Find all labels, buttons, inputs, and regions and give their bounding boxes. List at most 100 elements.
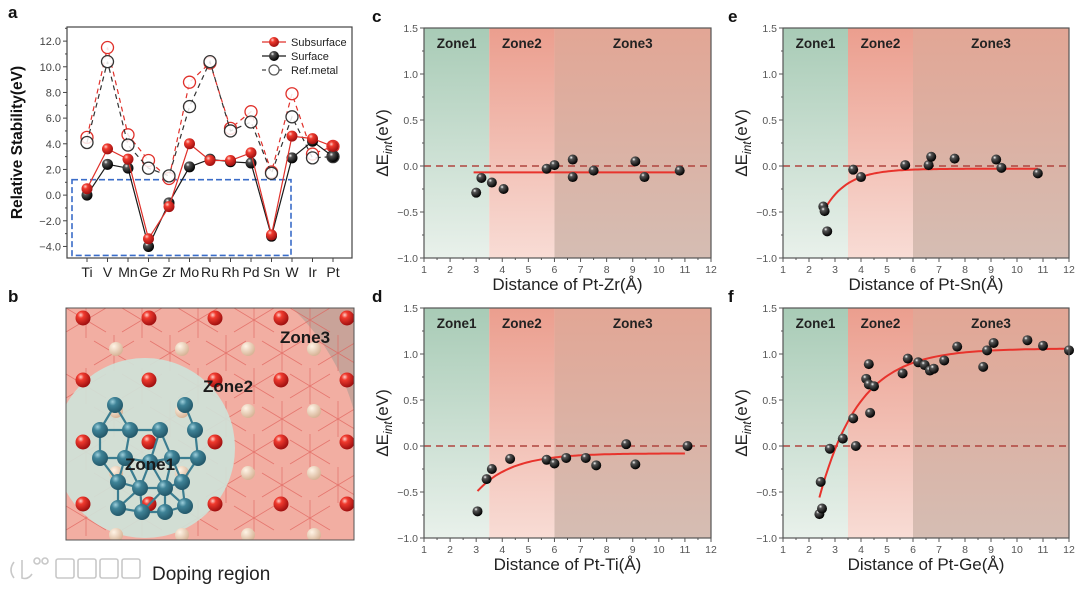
data-point bbox=[266, 229, 277, 241]
x-tick-label: Ir bbox=[308, 264, 317, 280]
x-tick-label: 12 bbox=[705, 264, 717, 276]
data-point bbox=[848, 164, 859, 175]
pt-atom bbox=[190, 450, 206, 466]
watermark-mark bbox=[33, 557, 41, 565]
data-point bbox=[549, 458, 560, 469]
data-point bbox=[541, 163, 552, 174]
x-tick-label: 1 bbox=[421, 264, 427, 276]
y-label-subscript: int bbox=[740, 421, 754, 434]
x-tick-label: Ge bbox=[139, 264, 158, 280]
legend-marker bbox=[269, 51, 279, 61]
x-tick-label: 9 bbox=[988, 264, 994, 276]
x-tick-label: 8 bbox=[604, 264, 610, 276]
oxygen-atom bbox=[207, 496, 223, 512]
pt-atom bbox=[164, 450, 180, 466]
x-tick-label: Mn bbox=[118, 264, 137, 280]
data-point bbox=[481, 474, 492, 485]
legend-marker bbox=[269, 37, 279, 47]
data-point bbox=[541, 454, 552, 465]
x-tick-label: 8 bbox=[962, 544, 968, 556]
x-tick-label: 10 bbox=[653, 264, 665, 276]
y-tick-label: −1.0 bbox=[756, 253, 777, 265]
data-point bbox=[264, 166, 279, 180]
data-point bbox=[225, 154, 236, 166]
oxygen-atom bbox=[273, 372, 289, 388]
x-tick-label: 7 bbox=[578, 264, 584, 276]
metal-atom bbox=[175, 342, 189, 356]
metal-atom bbox=[241, 404, 255, 418]
data-point bbox=[856, 172, 866, 183]
pt-atom bbox=[177, 397, 193, 413]
y-tick-label: 2.0 bbox=[46, 164, 61, 176]
data-point bbox=[472, 506, 483, 517]
data-point bbox=[476, 172, 487, 183]
legend: Subsurface Surface Ref.metal bbox=[262, 37, 347, 77]
y-tick-label: 1.0 bbox=[762, 69, 777, 81]
y-label-main: ΔE bbox=[373, 154, 392, 177]
data-point bbox=[639, 172, 650, 183]
x-tick-label: 5 bbox=[525, 544, 531, 556]
data-point bbox=[869, 381, 879, 392]
y-label-unit: (eV) bbox=[732, 109, 751, 141]
x-tick-label: 9 bbox=[630, 264, 636, 276]
data-point bbox=[822, 226, 833, 237]
pt-atom bbox=[174, 474, 190, 490]
pt-atom bbox=[132, 480, 148, 496]
data-point bbox=[949, 153, 960, 164]
data-point bbox=[926, 151, 937, 162]
zone-label: Zone1 bbox=[437, 36, 477, 51]
legend-label: Surface bbox=[291, 51, 329, 63]
x-tick-label: Rh bbox=[222, 264, 240, 280]
y-tick-label: 1.5 bbox=[403, 23, 418, 35]
y-tick-label: 1.5 bbox=[762, 303, 777, 315]
oxygen-atom bbox=[207, 372, 223, 388]
y-tick-label: 0.5 bbox=[403, 395, 418, 407]
data-point bbox=[184, 161, 195, 173]
pt-atom bbox=[122, 422, 138, 438]
data-point bbox=[952, 341, 963, 352]
data-point bbox=[327, 151, 339, 163]
legend-label: Subsurface bbox=[291, 37, 347, 49]
data-point bbox=[549, 160, 560, 171]
data-point bbox=[286, 152, 298, 164]
y-tick-label: 12.0 bbox=[40, 36, 61, 48]
watermark-logo bbox=[10, 557, 141, 580]
x-tick-label: Mo bbox=[180, 264, 200, 280]
x-tick-label: 12 bbox=[1063, 544, 1075, 556]
x-tick-label: 6 bbox=[552, 544, 558, 556]
zone-background-3 bbox=[554, 28, 711, 258]
data-point bbox=[182, 99, 197, 114]
x-tick-label: 5 bbox=[884, 544, 890, 556]
zone-background-1 bbox=[783, 28, 848, 258]
zone-background-2 bbox=[489, 28, 555, 258]
data-point bbox=[996, 162, 1007, 173]
metal-atom bbox=[241, 342, 255, 356]
y-label-main: ΔE bbox=[732, 434, 751, 457]
x-tick-label: 10 bbox=[1011, 264, 1023, 276]
x-tick-label: 3 bbox=[473, 264, 479, 276]
y-axis-label: ΔEint(eV) bbox=[373, 109, 395, 177]
y-tick-label: 0.0 bbox=[46, 190, 61, 202]
data-point bbox=[630, 459, 641, 470]
pt-atom bbox=[117, 450, 133, 466]
x-tick-label: 11 bbox=[679, 264, 690, 276]
data-point bbox=[203, 55, 217, 69]
y-tick-label: −1.0 bbox=[397, 533, 418, 545]
oxygen-atom bbox=[207, 434, 223, 450]
metal-atom bbox=[373, 466, 387, 480]
y-tick-label: −4.0 bbox=[39, 241, 61, 253]
panel-b-caption: Doping region bbox=[152, 564, 270, 585]
data-point bbox=[505, 453, 516, 464]
data-point bbox=[580, 452, 591, 463]
metal-atom bbox=[373, 528, 387, 542]
zone-label: Zone1 bbox=[437, 316, 477, 331]
zone-label: Zone3 bbox=[971, 36, 1011, 51]
x-tick-label: 4 bbox=[858, 544, 864, 556]
x-tick-label: 6 bbox=[910, 544, 916, 556]
x-tick-label: 11 bbox=[679, 544, 690, 556]
panel-label-f: f bbox=[728, 287, 734, 306]
y-label-subscript: int bbox=[381, 141, 395, 154]
y-tick-label: −0.5 bbox=[756, 207, 777, 219]
y-tick-label: 1.5 bbox=[762, 23, 777, 35]
